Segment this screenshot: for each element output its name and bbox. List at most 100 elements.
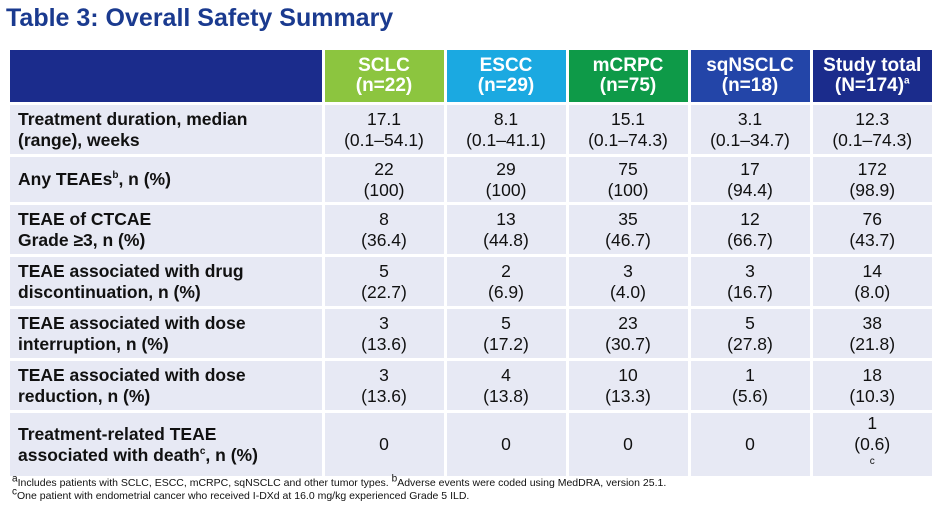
- footnotes: aIncludes patients with SCLC, ESCC, mCRP…: [12, 474, 932, 502]
- cell-range: (100): [569, 180, 688, 201]
- cell-range: (13.3): [569, 386, 688, 407]
- row-label: Any TEAEsb, n (%): [10, 154, 323, 204]
- cell-range: (13.6): [325, 334, 444, 355]
- footnote-c-mark: c: [12, 486, 17, 497]
- table-cell: 29 (100): [443, 154, 567, 204]
- cell-range: (30.7): [569, 334, 688, 355]
- table-cell: 4 (13.8): [443, 358, 567, 412]
- row-label-text: Treatment-related TEAE: [18, 423, 217, 444]
- table-cell: 5 (22.7): [321, 254, 445, 308]
- cell-value: 1: [745, 364, 755, 385]
- table-cell: 0: [565, 410, 689, 476]
- table-row: Any TEAEsb, n (%) 22 (100) 29 (100) 75 (100) 17…: [10, 154, 933, 204]
- row-label-text: Treatment duration, median: [18, 108, 248, 129]
- row-label-text: TEAE associated with dose: [18, 364, 246, 385]
- cell-value: 0: [379, 434, 389, 454]
- cell-value: 4: [501, 364, 511, 385]
- row-label-line-1: TEAE of CTCAE: [18, 209, 322, 230]
- row-label-text: Any TEAEs: [18, 169, 113, 189]
- table-cell: 22 (100): [321, 154, 445, 204]
- cell-range-text: (10.3): [849, 385, 896, 406]
- table-cell: 17 (94.4): [687, 154, 811, 204]
- table-cell: 1 (5.6): [687, 358, 811, 412]
- cell-range-text: (13.6): [361, 385, 407, 406]
- row-label-text: Grade ≥3, n (%): [18, 229, 146, 250]
- cell-range-text: (0.1–41.1): [466, 129, 546, 150]
- cell-range: (5.6): [691, 386, 810, 407]
- cell-value: 3: [379, 364, 389, 385]
- header-n-line: (N=174)a: [813, 76, 933, 96]
- footnote-b: Adverse events were coded using MedDRA, …: [397, 477, 667, 489]
- cell-range: (0.6) c: [813, 434, 933, 476]
- row-label: TEAE of CTCAE Grade ≥3, n (%): [10, 202, 323, 256]
- cell-range-text: (6.9): [488, 281, 524, 302]
- row-label-text: (range), weeks: [18, 129, 140, 150]
- header-mcrpc: mCRPC (n=75): [565, 50, 689, 104]
- row-label-line-2: interruption, n (%): [18, 334, 322, 355]
- cell-range-text: (22.7): [361, 281, 407, 302]
- table-row: TEAE associated with dose reduction, n (%…: [10, 358, 933, 412]
- header-name: SCLC: [358, 55, 410, 76]
- cell-value: 12: [740, 208, 760, 229]
- cell-range: (100): [325, 180, 444, 201]
- cell-range-text: (94.4): [727, 179, 773, 200]
- cell-range: (8.0): [813, 282, 933, 303]
- row-label-text: interruption, n (%): [18, 333, 169, 354]
- safety-summary-table: SCLC (n=22) ESCC (n=29) mCRPC (n=75) sqN…: [10, 50, 932, 476]
- header-n: (n=18): [721, 75, 779, 96]
- cell-range: (0.1–74.3): [569, 130, 688, 151]
- row-label-line-2: Grade ≥3, n (%): [18, 230, 322, 251]
- table-cell: 12 (66.7): [687, 202, 811, 256]
- cell-range-text: (0.1–74.3): [588, 129, 668, 150]
- table-cell: 17.1 (0.1–54.1): [321, 102, 445, 156]
- footnote-marker: a: [904, 75, 910, 87]
- header-name: mCRPC: [592, 55, 664, 76]
- cell-value: 3: [623, 260, 633, 281]
- cell-range: (43.7): [813, 230, 933, 251]
- cell-range-text: (5.6): [732, 385, 768, 406]
- table-row: TEAE associated with drug discontinuation…: [10, 254, 933, 308]
- cell-range-text: (8.0): [854, 281, 891, 302]
- cell-range: (10.3): [813, 386, 933, 407]
- header-sqnsclc: sqNSCLC (n=18): [687, 50, 811, 104]
- cell-range-text: (100): [363, 179, 405, 200]
- table-row: TEAE of CTCAE Grade ≥3, n (%) 8 (36.4) 13 (44…: [10, 202, 933, 256]
- cell-range: (0.1–54.1): [325, 130, 444, 151]
- cell-range-text: (21.8): [849, 333, 896, 354]
- cell-range-text: (100): [485, 179, 527, 200]
- cell-range: (0.1–41.1): [447, 130, 566, 151]
- header-label-cell: [10, 50, 323, 104]
- cell-value: 5: [379, 260, 389, 281]
- row-label-text: TEAE associated with drug: [18, 260, 244, 281]
- cell-range: (17.2): [447, 334, 566, 355]
- table-row: Treatment-related TEAE associated with de…: [10, 410, 933, 476]
- row-label-text: associated with death: [18, 444, 200, 465]
- cell-range: (98.9): [813, 180, 933, 201]
- row-label-text: discontinuation, n (%): [18, 281, 201, 302]
- cell-range: (36.4): [325, 230, 444, 251]
- cell-range-text: (13.8): [483, 385, 529, 406]
- table-cell: 8 (36.4): [321, 202, 445, 256]
- cell-range: (46.7): [569, 230, 688, 251]
- row-label-line-2: associated with deathc, n (%): [18, 445, 322, 466]
- header-n: (n=22): [355, 75, 413, 96]
- cell-value: 13: [496, 208, 516, 229]
- row-label-line-1: TEAE associated with dose: [18, 365, 322, 386]
- table-row: Treatment duration, median (range), weeks…: [10, 102, 932, 156]
- header-n: (N=174): [834, 75, 905, 96]
- row-label-line-2: (range), weeks: [18, 130, 322, 151]
- table-cell: 76 (43.7): [809, 202, 933, 256]
- cell-value: 8.1: [493, 108, 519, 129]
- cell-value: 12.3: [855, 108, 890, 129]
- cell-value: 23: [618, 312, 638, 333]
- cell-range-text: (46.7): [605, 229, 651, 250]
- header-escc: ESCC (n=29): [443, 50, 567, 104]
- table-cell: 23 (30.7): [565, 306, 689, 360]
- cell-range-text: (30.7): [605, 333, 651, 354]
- header-name: Study total: [823, 55, 922, 76]
- cell-value: 172: [857, 158, 887, 179]
- cell-value: 18: [862, 364, 882, 385]
- row-label-tail: , n (%): [118, 169, 171, 189]
- cell-range: (0.1–34.7): [691, 130, 810, 151]
- header-study-total: Study total (N=174)a: [809, 50, 933, 104]
